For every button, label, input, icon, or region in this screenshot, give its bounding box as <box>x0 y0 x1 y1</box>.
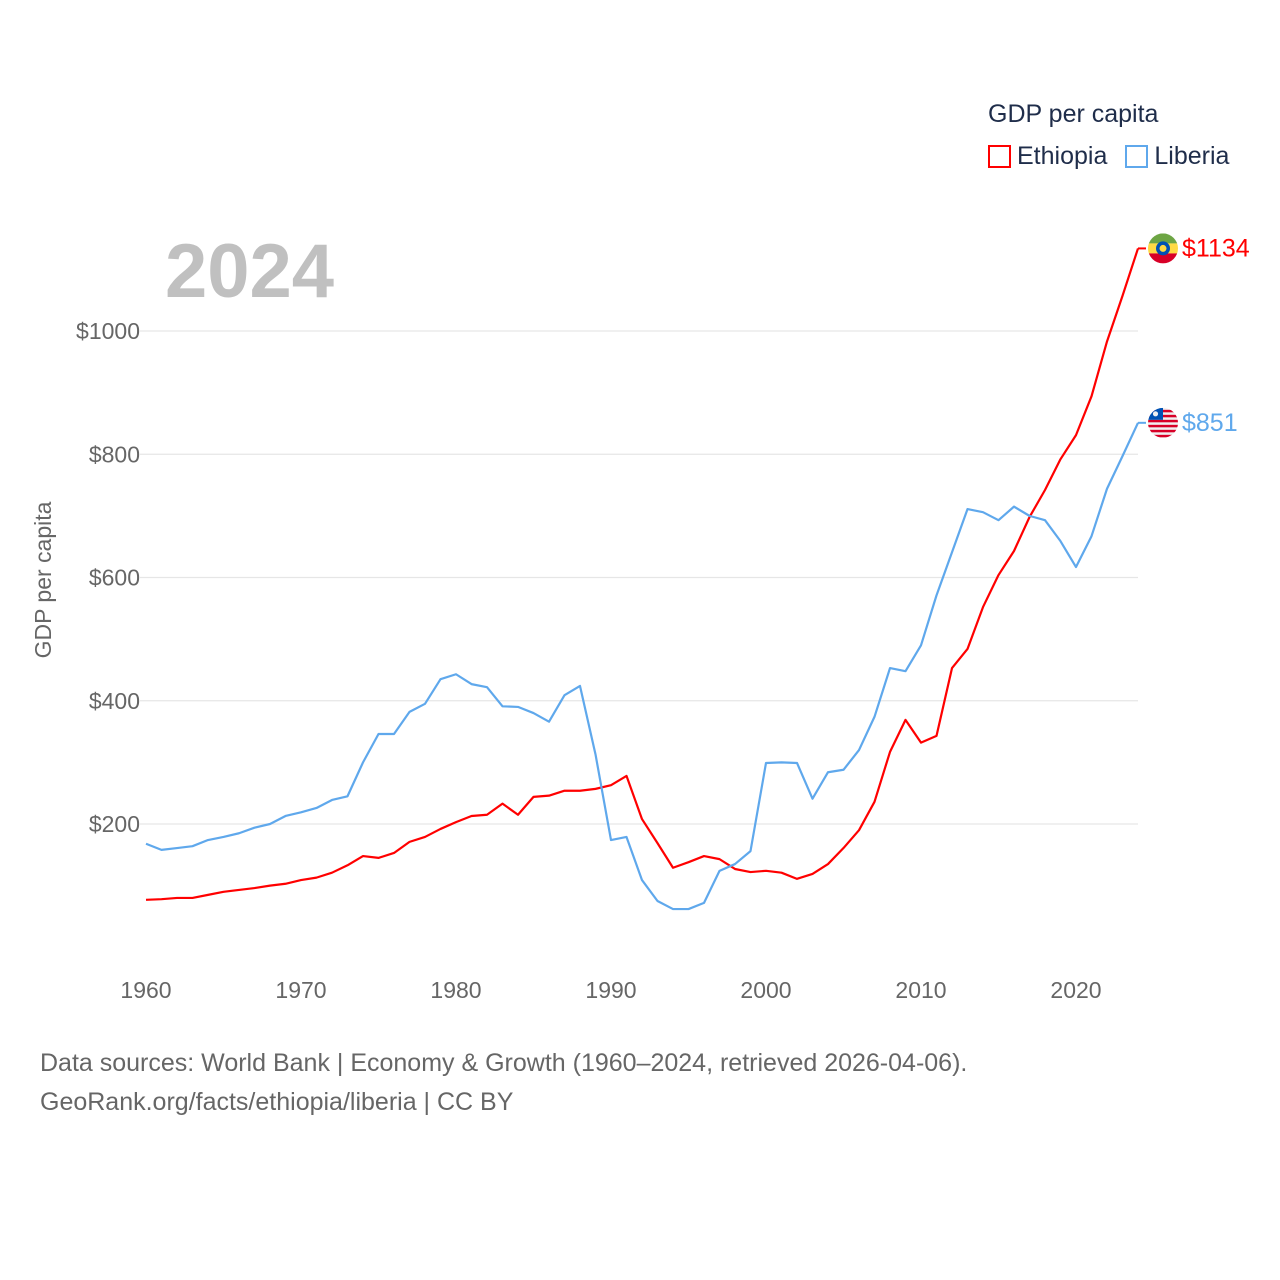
x-tick-label: 2000 <box>740 977 791 1003</box>
legend-item-ethiopia[interactable]: Ethiopia <box>988 142 1107 171</box>
flag-stripe <box>1148 233 1178 244</box>
flag-star <box>1159 244 1167 252</box>
y-tick-label: $200 <box>89 811 140 837</box>
flag-stripe <box>1148 434 1178 438</box>
y-tick-label: $1000 <box>76 318 140 344</box>
x-tick-label: 1980 <box>430 977 481 1003</box>
legend-swatch-ethiopia <box>988 145 1011 168</box>
legend-swatch-liberia <box>1125 145 1149 168</box>
end-value-label-ethiopia: $1134 <box>1182 234 1250 262</box>
series-line-ethiopia <box>145 248 1140 901</box>
x-tick-label: 1970 <box>275 977 326 1003</box>
x-tick-label: 2010 <box>895 977 946 1003</box>
x-tick-label: 1960 <box>120 977 171 1003</box>
y-tick-label: $400 <box>89 688 140 714</box>
flag-body <box>1148 407 1178 438</box>
y-axis-label: GDP per capita <box>30 501 56 658</box>
y-tick-label: $800 <box>89 441 140 467</box>
legend-title: GDP per capita <box>988 100 1159 128</box>
legend: Ethiopia Liberia <box>988 142 1229 171</box>
current-year-label: 2024 <box>165 229 335 314</box>
flag-stripe <box>1148 424 1178 428</box>
flag-star <box>1152 411 1159 417</box>
y-tick-label: $600 <box>89 565 140 591</box>
legend-label-liberia: Liberia <box>1154 142 1230 170</box>
series-line-liberia <box>145 422 1139 911</box>
source-line-1: Data sources: World Bank | Economy & Gro… <box>40 1049 968 1077</box>
flag-stripe <box>1148 419 1178 423</box>
flag-body <box>1148 233 1178 264</box>
flag-stripe <box>1148 429 1178 433</box>
ethiopia-flag-icon <box>1148 233 1178 264</box>
source-line-2[interactable]: GeoRank.org/facts/ethiopia/liberia | CC … <box>40 1088 514 1116</box>
legend-item-liberia[interactable]: Liberia <box>1125 142 1229 171</box>
data-source-footer: Data sources: World Bank | Economy & Gro… <box>40 1044 967 1122</box>
x-tick-label: 2020 <box>1050 977 1101 1003</box>
flag-stripe <box>1148 253 1178 264</box>
legend-label-ethiopia: Ethiopia <box>1017 142 1108 170</box>
liberia-flag-icon <box>1148 407 1178 438</box>
end-value-label-liberia: $851 <box>1182 409 1238 437</box>
x-tick-label: 1990 <box>585 977 636 1003</box>
